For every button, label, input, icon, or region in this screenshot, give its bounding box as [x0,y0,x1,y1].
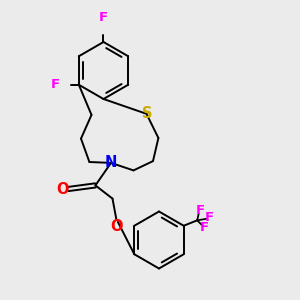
Text: F: F [196,204,205,217]
Text: F: F [205,211,214,224]
Text: N: N [105,155,117,170]
Text: F: F [200,221,209,234]
Text: O: O [56,182,69,196]
Text: F: F [99,11,108,24]
Text: S: S [142,106,152,122]
Text: O: O [110,219,123,234]
Text: F: F [51,78,60,91]
